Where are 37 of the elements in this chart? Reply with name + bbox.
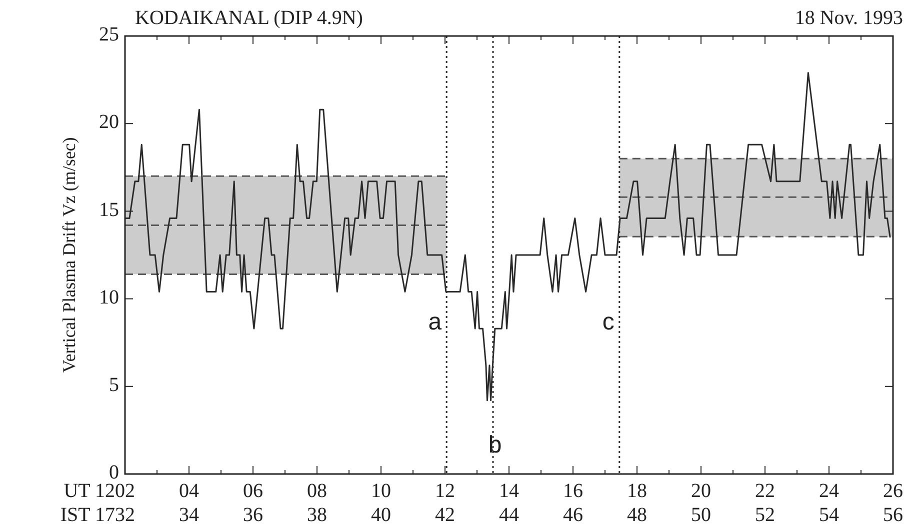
ref-line-label: c xyxy=(602,308,614,336)
x2-tick-label: 56 xyxy=(883,504,903,526)
x2-tick-label: 36 xyxy=(243,504,263,526)
y-tick-label: 20 xyxy=(99,111,119,134)
x-tick-label: 14 xyxy=(499,480,519,502)
x-tick-label: 24 xyxy=(819,480,839,502)
ref-line-label: a xyxy=(428,308,442,336)
x-tick-label: 18 xyxy=(627,480,647,502)
x2-tick-label: 34 xyxy=(179,504,199,526)
x2-axis-title: IST 17 xyxy=(60,504,115,526)
x-tick-label: 10 xyxy=(371,480,391,502)
x-tick-label: 22 xyxy=(755,480,775,502)
x-tick-label: 16 xyxy=(563,480,583,502)
y-tick-label: 5 xyxy=(109,374,119,396)
x-tick-label: 12 xyxy=(435,480,455,502)
x-tick-label: 20 xyxy=(691,480,711,502)
x2-tick-label: 42 xyxy=(435,504,455,526)
x-tick-label: 08 xyxy=(307,480,327,502)
chart-subtitle: 18 Nov. 1993 xyxy=(794,7,903,29)
x2-tick-label: 46 xyxy=(563,504,583,526)
y-tick-label: 15 xyxy=(99,198,119,221)
y-tick-label: 25 xyxy=(99,24,119,46)
y-tick-label: 10 xyxy=(99,286,119,308)
y-axis-title: Vertical Plasma Drift Vz (m/sec) xyxy=(59,137,79,373)
x2-tick-label: 44 xyxy=(499,504,519,526)
ref-line-label: b xyxy=(488,431,502,458)
x2-tick-label: 50 xyxy=(691,504,711,526)
x2-tick-label: 38 xyxy=(307,504,327,526)
x2-tick-label: 32 xyxy=(115,504,135,526)
x-tick-label: 04 xyxy=(179,480,199,502)
x2-tick-label: 54 xyxy=(819,504,839,526)
x-tick-label: 26 xyxy=(883,480,903,502)
x2-tick-label: 40 xyxy=(371,504,391,526)
x2-tick-label: 48 xyxy=(627,504,647,526)
x2-tick-label: 52 xyxy=(755,504,775,526)
chart-title: KODAIKANAL (DIP 4.9N) xyxy=(135,7,363,29)
x-tick-label: 06 xyxy=(243,480,263,502)
